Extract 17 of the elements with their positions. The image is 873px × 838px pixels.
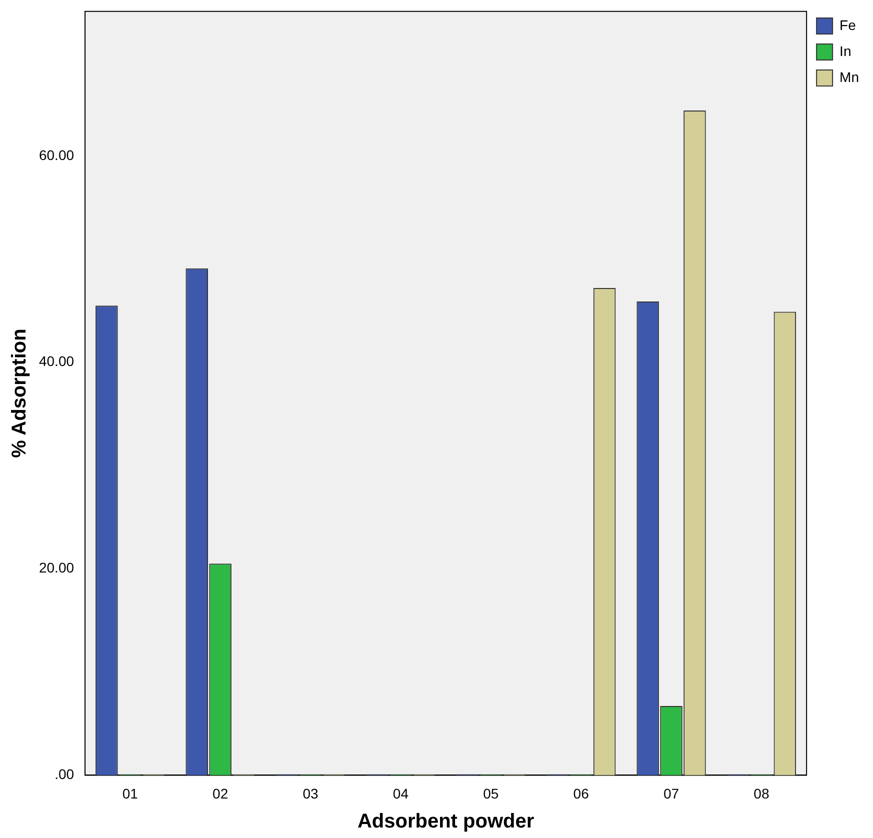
legend-label: In	[840, 42, 852, 59]
y-axis-title: % Adsorption	[8, 328, 31, 458]
x-tick-label: 07	[663, 785, 680, 802]
y-tick-label: 60.00	[38, 146, 74, 163]
legend-label: Mn	[840, 68, 860, 85]
y-tick-label: 40.00	[38, 353, 74, 370]
x-tick-label: 04	[392, 785, 409, 802]
y-tick-label: 20.00	[38, 560, 74, 576]
legend-label: Fe	[840, 16, 856, 33]
x-tick-label: 01	[122, 785, 138, 802]
x-axis-title: Adsorbent powder	[357, 810, 534, 833]
y-tick-label: .00	[54, 766, 74, 782]
x-tick-label: 08	[754, 785, 770, 802]
x-tick-label: 03	[302, 785, 319, 802]
x-tick-label: 05	[483, 785, 499, 802]
x-tick-label: 06	[573, 785, 590, 802]
x-tick-label: 02	[212, 785, 228, 802]
